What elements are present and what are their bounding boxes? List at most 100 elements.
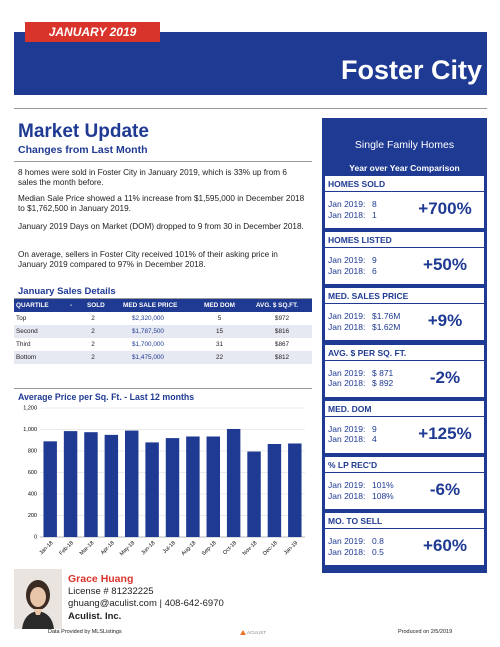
row-value: 108% <box>372 490 394 501</box>
row-value: 8 <box>372 199 377 209</box>
section-divider <box>325 472 484 473</box>
section-box <box>325 288 484 341</box>
x-tick-label: Jul-18 <box>162 540 177 555</box>
table-cell: Second <box>16 328 38 335</box>
section-box <box>325 344 484 397</box>
row-value: 101% <box>372 480 394 490</box>
row-value: 0.5 <box>372 546 384 557</box>
y-tick-label: 1,200 <box>23 405 37 411</box>
section-title: HOMES SOLD <box>328 179 386 189</box>
paragraph: Median Sale Price showed a 11% increase … <box>18 194 305 213</box>
change-value: +9% <box>427 311 463 331</box>
section-divider <box>325 247 484 249</box>
produced-date: Produced on 2/5/2019 <box>398 629 453 635</box>
header-band <box>14 32 487 95</box>
table-cell: 5 <box>217 315 222 322</box>
row-label: Jan 2018: <box>328 546 366 557</box>
section-divider <box>325 303 484 305</box>
row-label: Jan 2019: <box>328 536 366 547</box>
table-cell: 2 <box>91 341 95 348</box>
data-source: Data Provided by MLSListings <box>48 629 122 635</box>
table-cell: $812 <box>274 354 290 361</box>
table-cell: Bottom <box>16 354 37 361</box>
section-subtitle: Changes from Last Month <box>18 144 148 156</box>
bar <box>104 434 119 537</box>
chart-title: Average Price per Sq. Ft. - Last 12 mont… <box>18 392 195 402</box>
row-value: 9 <box>372 255 377 266</box>
row-value: 9 <box>372 423 377 434</box>
change-value: -2% <box>429 367 461 387</box>
row-label: Jan 2018: <box>328 378 366 389</box>
row-label: Jan 2018: <box>328 265 366 276</box>
x-tick-label: Dec-18 <box>262 540 279 557</box>
row-value: $ 892 <box>372 378 394 389</box>
divider <box>14 388 312 389</box>
table-cell: 2 <box>91 315 95 322</box>
section-box <box>325 457 484 509</box>
table-cell: $816 <box>274 328 290 335</box>
x-tick-label: May-18 <box>119 540 136 557</box>
x-tick-label: Sep-18 <box>201 540 218 557</box>
bar <box>206 436 220 537</box>
table-cell: Third <box>16 341 31 348</box>
table-cell: $1,700,000 <box>132 341 164 348</box>
section-divider <box>325 415 484 417</box>
panel-subtitle: Year over Year Comparison <box>349 163 460 173</box>
row-value: $1.62M <box>372 321 401 332</box>
section-title: % LP REC'D <box>328 460 378 470</box>
y-tick-label: 0 <box>34 534 37 540</box>
bar <box>288 443 302 537</box>
section-box <box>325 400 484 453</box>
row-value: 6 <box>372 265 377 276</box>
row-label: Jan 2018: <box>328 209 366 220</box>
y-tick-label: 800 <box>28 448 37 454</box>
paragraph: 8 homes were sold in Foster City in Janu… <box>18 168 287 187</box>
section-title: AVG. $ PER SQ. FT. <box>328 347 407 358</box>
row-label: Jan 2018: <box>328 490 366 501</box>
agent-company: Aculist. Inc. <box>68 611 122 622</box>
table-row-bg <box>14 351 312 364</box>
table-cell: 31 <box>215 341 224 348</box>
x-tick-label: Jun-18 <box>140 540 156 556</box>
table-cell: $972 <box>274 315 290 322</box>
table-header: MED DOM <box>204 302 235 309</box>
x-tick-label: Feb-18 <box>58 540 75 557</box>
section-title: MO. TO SELL <box>328 516 383 527</box>
x-tick-label: Jan-19 <box>283 540 299 556</box>
paragraph: January 2019 Days on Market (DOM) droppe… <box>18 222 304 231</box>
section-title: HOMES LISTED <box>328 235 392 246</box>
y-tick-label: 600 <box>28 470 37 476</box>
change-value: -6% <box>429 480 461 499</box>
x-tick-label: Nov-18 <box>242 540 259 557</box>
change-value: +50% <box>423 255 467 275</box>
y-tick-label: 400 <box>28 491 37 497</box>
table-header: - <box>70 302 73 309</box>
agent-license: License # 81232225 <box>68 586 154 597</box>
agent-name: Grace Huang <box>68 573 134 585</box>
logo-mark <box>240 630 246 635</box>
bar <box>145 442 159 537</box>
bar <box>267 444 282 537</box>
agent-contact: ghuang@aculist.com | 408-642-6970 <box>68 598 224 609</box>
table-row-bg <box>14 325 312 338</box>
row-label: Jan 2019: <box>328 311 366 322</box>
row-label: Jan 2019: <box>328 199 366 209</box>
row-label: Jan 2019: <box>328 423 366 434</box>
y-tick-label: 200 <box>28 513 37 519</box>
bar <box>247 451 261 537</box>
x-tick-label: Apr-18 <box>100 540 116 556</box>
table-cell: $1,475,000 <box>132 354 164 361</box>
agent-photo <box>14 569 62 629</box>
row-value: 1 <box>372 209 377 220</box>
section-divider <box>325 359 484 361</box>
change-value: +60% <box>423 536 467 556</box>
section-box <box>325 176 484 228</box>
month-tab <box>25 22 160 42</box>
row-label: Jan 2019: <box>328 480 366 490</box>
row-value: $1.76M <box>372 311 401 322</box>
panel-title: Single Family Homes <box>354 139 455 151</box>
x-tick-label: Aug-18 <box>181 540 198 557</box>
section-divider <box>325 528 484 530</box>
logo: ACULIST <box>247 630 267 635</box>
